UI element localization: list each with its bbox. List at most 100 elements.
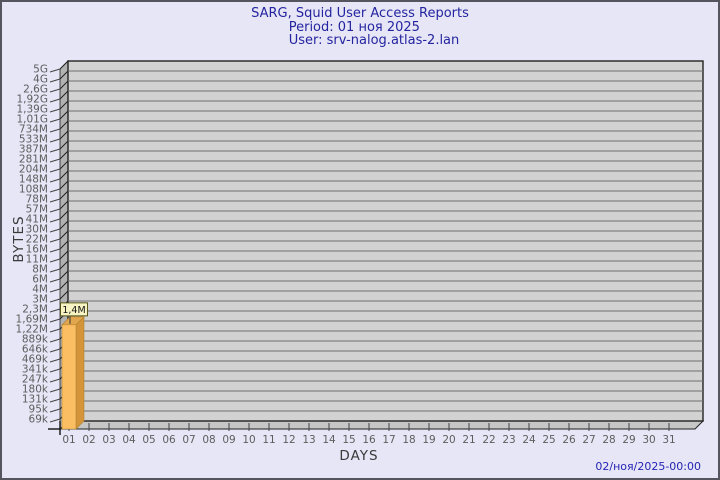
y-tick — [49, 348, 61, 353]
bar-side-face — [75, 316, 85, 430]
y-tick-label: 204M — [19, 164, 48, 176]
y-tick — [49, 368, 61, 373]
wall-grid-diagonal — [59, 280, 69, 290]
y-tick — [49, 118, 61, 123]
y-tick — [49, 158, 61, 163]
y-tick — [49, 248, 61, 253]
x-tick-label: 19 — [422, 434, 435, 446]
y-tick-label: 341k — [22, 364, 49, 376]
y-tick — [49, 268, 61, 273]
generation-timestamp: 02/ноя/2025-00:00 — [595, 460, 701, 473]
x-tick-label: 18 — [402, 434, 415, 446]
bar-value-label: 1,4M — [62, 305, 85, 316]
x-tick-label: 31 — [662, 434, 675, 446]
y-tick-label: 11M — [26, 254, 48, 266]
wall-grid-diagonal — [59, 130, 69, 140]
y-tick-label: 2,3M — [22, 304, 48, 316]
wall-grid-diagonal — [59, 170, 69, 180]
y-tick — [49, 318, 61, 323]
y-tick-label: 131k — [22, 394, 49, 406]
y-tick-label: 78M — [26, 194, 48, 206]
x-tick-label: 22 — [482, 434, 495, 446]
y-tick-label: 57M — [26, 204, 48, 216]
y-tick — [49, 238, 61, 243]
y-tick-label: 6M — [32, 274, 48, 286]
wall-grid-diagonal — [59, 150, 69, 160]
y-tick — [49, 408, 61, 413]
y-tick-label: 889k — [22, 334, 49, 346]
chart-user: User: srv-nalog.atlas-2.lan — [288, 33, 460, 48]
x-tick-label: 09 — [222, 434, 235, 446]
y-tick — [49, 198, 61, 203]
x-tick-label: 17 — [382, 434, 395, 446]
y-tick — [49, 88, 61, 93]
y-tick-label: 8M — [32, 264, 48, 276]
wall-grid-diagonal — [59, 60, 69, 70]
x-tick-label: 03 — [102, 434, 115, 446]
x-tick-label: 23 — [502, 434, 515, 446]
wall-grid-diagonal — [59, 190, 69, 200]
bar-value-annotation — [60, 302, 88, 317]
y-tick — [49, 138, 61, 143]
x-tick-label: 11 — [262, 434, 275, 446]
wall-grid-diagonal — [59, 220, 69, 230]
y-tick — [49, 128, 61, 133]
y-tick — [49, 98, 61, 103]
y-tick-label: 95k — [29, 404, 49, 416]
wall-grid-diagonal — [59, 230, 69, 240]
x-tick-label: 20 — [442, 434, 455, 446]
x-tick-label: 13 — [302, 434, 315, 446]
wall-grid-diagonal — [59, 240, 69, 250]
y-tick — [49, 218, 61, 223]
x-tick-label: 04 — [122, 434, 136, 446]
y-tick-label: 2,6G — [23, 84, 48, 96]
wall-grid-diagonal — [59, 200, 69, 210]
y-tick-label: 108M — [19, 184, 48, 196]
x-tick-label: 07 — [182, 434, 195, 446]
y-tick-label: 247k — [22, 374, 49, 386]
wall-grid-diagonal — [59, 180, 69, 190]
y-tick — [49, 188, 61, 193]
y-tick — [49, 378, 61, 383]
x-tick-label: 24 — [522, 434, 536, 446]
wall-grid-diagonal — [59, 100, 69, 110]
chart-period: Period: 01 ноя 2025 — [288, 19, 420, 35]
x-tick-label: 02 — [82, 434, 95, 446]
y-tick — [49, 298, 61, 303]
y-tick — [49, 398, 61, 403]
y-tick-label: 69k — [29, 414, 49, 426]
y-tick-label: 387M — [19, 144, 48, 156]
y-tick-label: 3M — [32, 294, 48, 306]
y-tick-label: 5G — [33, 64, 48, 76]
wall-grid-diagonal — [59, 70, 69, 80]
wall-grid-diagonal — [59, 140, 69, 150]
wall-grid-diagonal — [59, 90, 69, 100]
y-tick — [49, 148, 61, 153]
y-tick — [49, 338, 61, 343]
wall-grid-diagonal — [59, 210, 69, 220]
chart-title: SARG, Squid User Access Reports — [251, 6, 469, 21]
chart-header: SARG, Squid User Access Reports Period: … — [2, 7, 718, 48]
x-tick-label: 14 — [322, 434, 336, 446]
y-tick-label: 1,22M — [16, 324, 48, 336]
wall-grid-diagonal — [59, 110, 69, 120]
x-tick-label: 29 — [622, 434, 635, 446]
y-tick — [49, 308, 61, 313]
x-tick-label: 30 — [642, 434, 655, 446]
y-tick — [49, 258, 61, 263]
x-tick-label: 25 — [542, 434, 555, 446]
y-tick-label: 4G — [33, 74, 48, 86]
wall-grid-diagonal — [59, 250, 69, 260]
x-tick-label: 06 — [162, 434, 176, 446]
y-tick-label: 180k — [22, 384, 49, 396]
y-tick-label: 1,69M — [16, 314, 48, 326]
y-tick-label: 646k — [22, 344, 49, 356]
y-tick — [49, 358, 61, 363]
y-tick-label: 1,01G — [16, 114, 48, 126]
y-tick — [49, 168, 61, 173]
x-tick-label: 08 — [202, 434, 215, 446]
x-tick-label: 21 — [462, 434, 475, 446]
x-tick-label: 10 — [242, 434, 255, 446]
y-tick — [49, 278, 61, 283]
